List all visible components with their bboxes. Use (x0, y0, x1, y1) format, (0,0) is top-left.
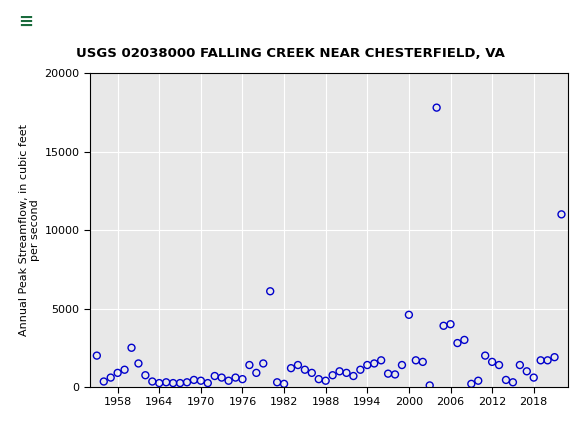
Point (182, 379, 191, 386)
Point (231, 374, 240, 381)
Point (300, 366, 310, 373)
Text: USGS 02038000 FALLING CREEK NEAR CHESTERFIELD, VA: USGS 02038000 FALLING CREEK NEAR CHESTER… (75, 47, 505, 60)
Point (481, 352, 490, 359)
Point (453, 340, 462, 347)
Point (446, 321, 455, 328)
Point (287, 365, 296, 372)
Point (501, 377, 510, 384)
Point (106, 374, 115, 381)
Point (494, 362, 503, 369)
Point (404, 311, 414, 318)
Point (245, 362, 254, 369)
Point (390, 371, 400, 378)
Point (148, 378, 157, 385)
Point (127, 344, 136, 351)
Point (321, 377, 331, 384)
Point (550, 354, 559, 361)
Point (342, 369, 351, 376)
Point (217, 374, 226, 381)
Point (189, 377, 198, 384)
Point (467, 381, 476, 387)
Point (557, 211, 566, 218)
Point (411, 357, 420, 364)
Point (383, 370, 393, 377)
Y-axis label: Annual Peak Streamflow, in cubic feet
per second: Annual Peak Streamflow, in cubic feet pe… (19, 124, 40, 336)
Point (536, 357, 545, 364)
Point (92, 352, 101, 359)
Text: USGS: USGS (99, 14, 146, 29)
Point (432, 104, 441, 111)
Point (141, 372, 150, 379)
Point (134, 360, 143, 367)
Point (196, 377, 205, 384)
Point (460, 336, 469, 343)
Point (120, 366, 129, 373)
Point (356, 366, 365, 373)
Point (273, 379, 282, 386)
Point (210, 372, 219, 379)
Point (543, 357, 552, 364)
Point (314, 376, 324, 383)
Point (397, 362, 407, 369)
Point (362, 362, 372, 369)
Point (113, 369, 122, 376)
Point (474, 377, 483, 384)
Point (515, 362, 524, 369)
Point (418, 359, 427, 366)
Point (162, 379, 171, 386)
Point (259, 360, 268, 367)
Point (425, 382, 434, 389)
Text: ≡: ≡ (19, 12, 34, 31)
Point (224, 377, 233, 384)
Point (293, 362, 303, 369)
Point (529, 374, 538, 381)
Point (328, 372, 337, 379)
Point (439, 322, 448, 329)
Point (175, 380, 184, 387)
FancyBboxPatch shape (6, 3, 87, 42)
Point (238, 376, 247, 383)
Point (349, 372, 358, 379)
Point (252, 369, 261, 376)
Point (266, 288, 275, 295)
Point (168, 380, 177, 387)
Point (335, 368, 344, 375)
Point (369, 360, 379, 367)
Point (376, 357, 386, 364)
Point (203, 380, 212, 387)
Point (522, 368, 531, 375)
Point (508, 379, 517, 386)
Point (99, 378, 108, 385)
Point (280, 381, 289, 387)
Point (487, 359, 496, 366)
Point (307, 369, 317, 376)
Point (155, 380, 164, 387)
